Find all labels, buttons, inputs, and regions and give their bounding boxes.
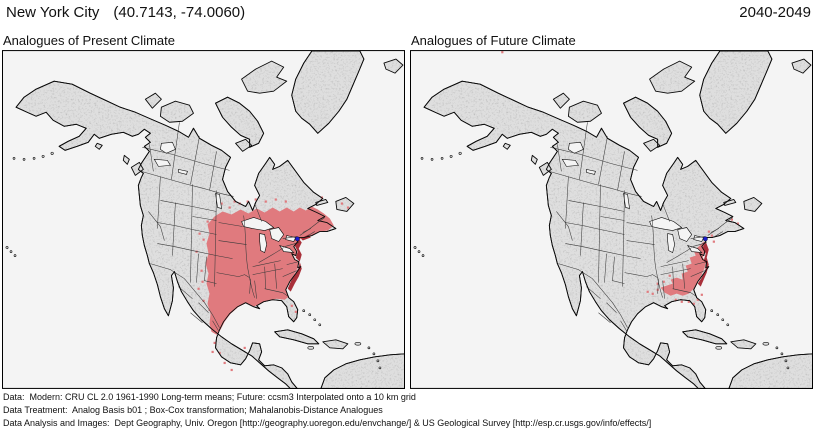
- future-climate-map-panel: [410, 50, 813, 389]
- present-panel-title: Analogues of Present Climate: [3, 33, 175, 48]
- location-name: New York City: [6, 4, 100, 21]
- footer-data-line: Data: Modern: CRU CL 2.0 1961-1990 Long-…: [3, 392, 416, 402]
- footer-treatment-line: Data Treatment: Analog Basis b01 ; Box-C…: [3, 405, 383, 415]
- present-climate-map: [2, 50, 405, 389]
- future-panel-title: Analogues of Future Climate: [411, 33, 576, 48]
- time-period: 2040-2049: [739, 4, 811, 21]
- present-climate-map-panel: [2, 50, 405, 389]
- future-climate-map: [410, 50, 813, 389]
- nyc-marker: [702, 236, 708, 242]
- location-coordinates: (40.7143, -74.0060): [113, 4, 246, 21]
- footer-credits-line: Data Analysis and Images: Dept Geography…: [3, 418, 652, 428]
- nyc-marker: [294, 236, 300, 242]
- page-title: New York City (40.7143, -74.0060): [6, 4, 245, 21]
